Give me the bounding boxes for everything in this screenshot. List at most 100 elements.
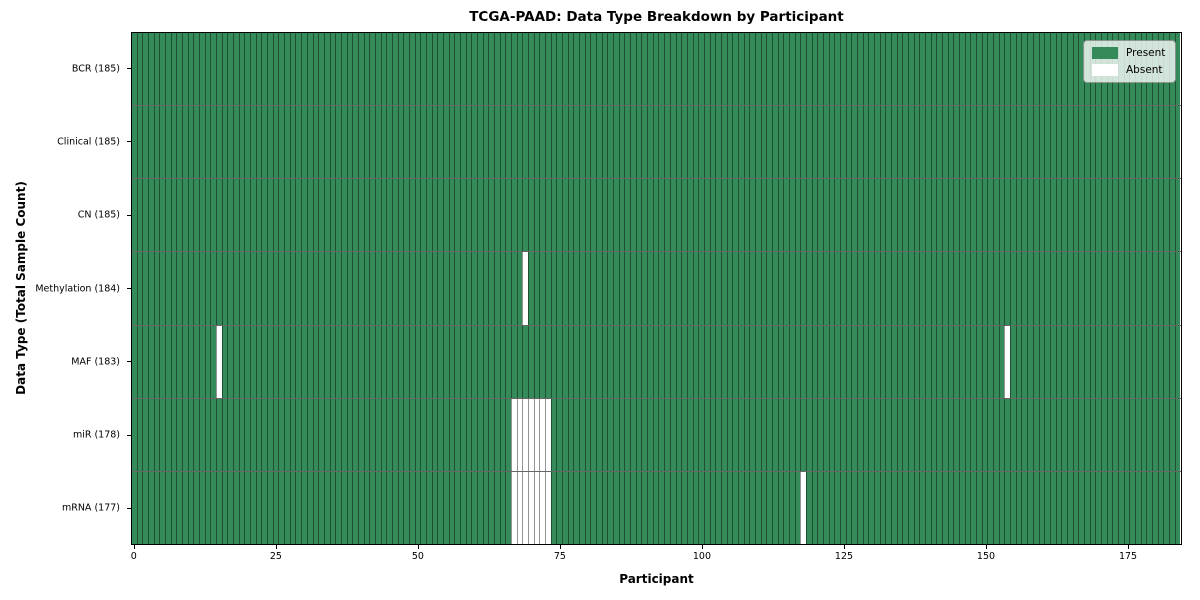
heatmap-cell xyxy=(182,179,188,252)
heatmap-cell xyxy=(652,252,659,325)
heatmap-cell xyxy=(647,106,653,179)
heatmap-cell xyxy=(132,398,137,471)
heatmap-cell xyxy=(295,33,302,106)
heatmap-cell xyxy=(976,179,982,252)
heatmap-cell xyxy=(431,33,438,106)
heatmap-cell xyxy=(1100,252,1107,325)
x-tick-label: 100 xyxy=(692,551,712,562)
heatmap-cell xyxy=(567,471,574,544)
heatmap-cell xyxy=(148,252,154,325)
heatmap-cell xyxy=(550,33,557,106)
heatmap-cell xyxy=(210,325,217,398)
heatmap-cell xyxy=(216,252,222,325)
heatmap-cell xyxy=(403,33,409,106)
heatmap-cell xyxy=(1117,106,1124,179)
heatmap-cell xyxy=(323,106,330,179)
heatmap-cell xyxy=(839,33,846,106)
heatmap-cell xyxy=(908,252,914,325)
heatmap-cell xyxy=(902,179,909,252)
heatmap-cell xyxy=(448,106,455,179)
heatmap-cell xyxy=(261,398,268,471)
heatmap-cell xyxy=(216,106,222,179)
heatmap-cell xyxy=(153,106,160,179)
heatmap-cell xyxy=(675,325,682,398)
heatmap-grid xyxy=(131,32,1182,545)
heatmap-cell xyxy=(516,33,523,106)
heatmap-cell xyxy=(800,252,806,325)
heatmap-cell xyxy=(136,33,143,106)
heatmap-cell xyxy=(567,252,574,325)
heatmap-cell xyxy=(454,106,460,179)
heatmap-cell xyxy=(1004,471,1011,544)
heatmap-cell xyxy=(250,179,256,252)
heatmap-cell xyxy=(159,179,166,252)
heatmap-cell xyxy=(250,106,256,179)
heatmap-cell xyxy=(692,106,699,179)
heatmap-cell xyxy=(1117,398,1124,471)
heatmap-cell xyxy=(442,33,449,106)
heatmap-cell xyxy=(1078,106,1084,179)
heatmap-cell xyxy=(783,471,789,544)
heatmap-cell xyxy=(573,398,580,471)
heatmap-cell xyxy=(885,398,892,471)
heatmap-cell xyxy=(635,252,642,325)
heatmap-cell xyxy=(1106,325,1113,398)
heatmap-cell xyxy=(630,179,636,252)
heatmap-cell xyxy=(363,252,370,325)
heatmap-cell xyxy=(136,252,143,325)
heatmap-cell xyxy=(579,325,585,398)
heatmap-cell xyxy=(1095,325,1101,398)
heatmap-cell xyxy=(1100,325,1107,398)
heatmap-cell xyxy=(947,471,954,544)
heatmap-cell xyxy=(289,325,296,398)
heatmap-cell xyxy=(817,179,823,252)
heatmap-cell xyxy=(913,471,920,544)
heatmap-cell xyxy=(1112,398,1118,471)
heatmap-cell xyxy=(238,33,245,106)
heatmap-cell xyxy=(959,33,965,106)
heatmap-cell xyxy=(613,325,619,398)
heatmap-cell xyxy=(879,398,886,471)
heatmap-cell xyxy=(970,179,977,252)
heatmap-cell xyxy=(539,252,546,325)
heatmap-cell xyxy=(828,106,835,179)
heatmap-cell xyxy=(1049,106,1056,179)
heatmap-cell xyxy=(993,398,999,471)
heatmap-cell xyxy=(244,325,251,398)
heatmap-cell xyxy=(397,106,404,179)
heatmap-cell xyxy=(579,106,585,179)
heatmap-cell xyxy=(312,325,319,398)
heatmap-cell xyxy=(1089,179,1096,252)
heatmap-cell xyxy=(1146,325,1152,398)
heatmap-cell xyxy=(1032,33,1039,106)
heatmap-cell xyxy=(993,471,999,544)
heatmap-cell xyxy=(499,471,506,544)
heatmap-cell xyxy=(488,252,494,325)
heatmap-cell xyxy=(868,471,875,544)
heatmap-cell xyxy=(346,179,353,252)
heatmap-cell xyxy=(976,106,982,179)
heatmap-cell xyxy=(329,398,336,471)
heatmap-cell xyxy=(777,106,784,179)
heatmap-cell xyxy=(845,252,852,325)
heatmap-cell xyxy=(465,179,472,252)
heatmap-cell xyxy=(624,33,631,106)
heatmap-cell xyxy=(584,252,591,325)
heatmap-cell xyxy=(584,325,591,398)
heatmap-cell xyxy=(318,325,324,398)
heatmap-cell xyxy=(862,252,869,325)
heatmap-cell xyxy=(692,33,699,106)
heatmap-cell xyxy=(522,252,529,325)
heatmap-cell xyxy=(590,106,597,179)
heatmap-cell xyxy=(1049,33,1056,106)
legend-entry-absent: Absent xyxy=(1092,64,1165,76)
heatmap-cell xyxy=(471,252,477,325)
heatmap-cell xyxy=(221,106,228,179)
heatmap-cell xyxy=(352,252,358,325)
heatmap-cell xyxy=(811,252,818,325)
heatmap-cell xyxy=(896,179,903,252)
heatmap-cell xyxy=(471,33,477,106)
heatmap-row-miR xyxy=(132,397,1181,471)
heatmap-cell xyxy=(1151,106,1158,179)
